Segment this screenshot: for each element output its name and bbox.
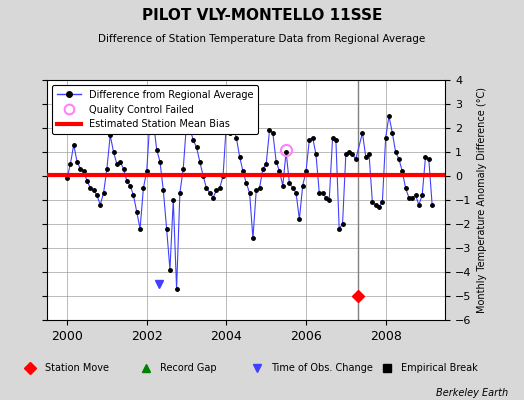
- Text: Empirical Break: Empirical Break: [401, 363, 478, 373]
- Text: PILOT VLY-MONTELLO 11SSE: PILOT VLY-MONTELLO 11SSE: [142, 8, 382, 23]
- Legend: Difference from Regional Average, Quality Control Failed, Estimated Station Mean: Difference from Regional Average, Qualit…: [52, 85, 258, 134]
- Text: Record Gap: Record Gap: [160, 363, 217, 373]
- Text: Difference of Station Temperature Data from Regional Average: Difference of Station Temperature Data f…: [99, 34, 425, 44]
- Text: Time of Obs. Change: Time of Obs. Change: [271, 363, 373, 373]
- Text: Berkeley Earth: Berkeley Earth: [436, 388, 508, 398]
- Y-axis label: Monthly Temperature Anomaly Difference (°C): Monthly Temperature Anomaly Difference (…: [477, 87, 487, 313]
- Text: Station Move: Station Move: [45, 363, 108, 373]
